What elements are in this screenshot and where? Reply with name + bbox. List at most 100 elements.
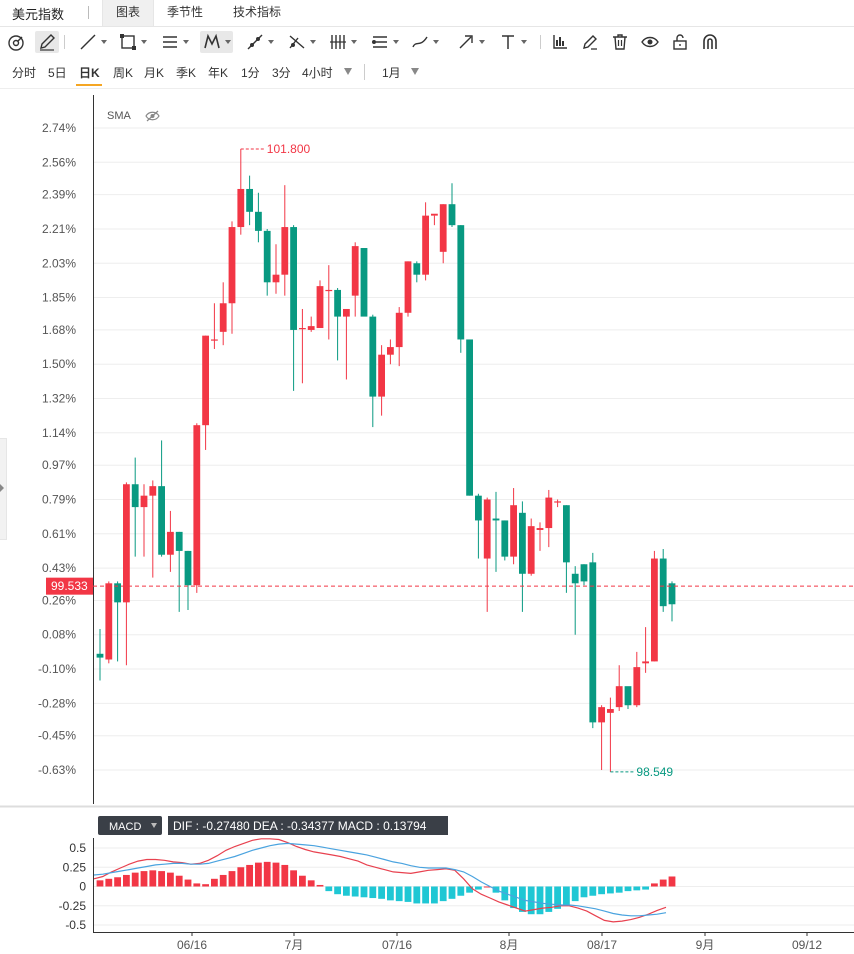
macd-bar [299, 875, 306, 887]
y-tick-label: 1.50% [42, 357, 76, 371]
tab-technical-indicators[interactable]: 技术指标 [232, 5, 281, 19]
ray-icon[interactable] [245, 31, 274, 53]
period-yearly[interactable]: 年K [208, 66, 229, 80]
macd-bar [536, 886, 544, 915]
candle [431, 213, 438, 226]
arrow-icon[interactable] [456, 31, 485, 53]
candle [228, 221, 236, 334]
candle-body [272, 274, 280, 283]
macd-bar [219, 874, 227, 887]
y-tick-label: 1.32% [42, 392, 76, 406]
candle-body [545, 497, 553, 529]
fork-icon[interactable] [287, 31, 316, 53]
edit-icon[interactable] [580, 31, 600, 53]
candle [140, 484, 148, 557]
price-chart[interactable]: 2.74% 2.56% 2.39% 2.21% 2.03% 1.85% 1.68% 1.50%… [0, 89, 854, 954]
period-more-caret-icon[interactable] [344, 68, 352, 75]
macd-bar [598, 886, 605, 895]
candle-body [211, 339, 218, 341]
low-marker: 98.549 [610, 765, 673, 779]
candle-body [351, 246, 359, 296]
period-weekly[interactable]: 周K [113, 66, 134, 80]
macd-bar [475, 886, 482, 890]
period-daily[interactable]: 日K [79, 66, 100, 80]
candle [475, 493, 482, 559]
rectangle-icon[interactable] [118, 31, 147, 53]
fib-icon[interactable] [370, 31, 399, 53]
pattern-icon[interactable] [200, 31, 233, 53]
macd-badge[interactable] [98, 816, 162, 835]
candle [325, 265, 333, 340]
period-4hour[interactable]: 4小时 [302, 66, 333, 80]
candle [571, 566, 579, 635]
range-caret-icon[interactable] [411, 68, 419, 75]
candle-body [659, 558, 667, 607]
y-tick-label: 2.21% [42, 222, 76, 236]
candle [633, 651, 641, 708]
candle-body [378, 354, 385, 397]
period-monthly[interactable]: 月K [144, 66, 165, 80]
period-quarterly[interactable]: 季K [176, 66, 197, 80]
macd-bar [369, 886, 377, 899]
tab-chart[interactable]: 图表 [102, 0, 154, 26]
high-value-label: 101.800 [267, 142, 311, 156]
expand-arrow-icon[interactable] [0, 484, 4, 492]
candle [246, 175, 253, 226]
x-tick-label: 8月 [500, 938, 519, 952]
candle-body [431, 213, 438, 216]
tab-seasonality[interactable]: 季节性 [166, 5, 203, 19]
macd-y-tick-label: 0.25 [63, 860, 87, 874]
bar-chart-icon[interactable] [550, 31, 570, 53]
y-tick-label: 0.43% [42, 561, 76, 575]
x-axis-ticks: 06/16 7月 07/16 8月 08/17 9月 09/12 [177, 932, 822, 952]
bars-icon[interactable] [328, 31, 357, 53]
candle [659, 549, 667, 612]
candle-body [114, 583, 121, 603]
pencil-icon[interactable] [35, 31, 59, 53]
lock-icon[interactable] [670, 31, 690, 53]
parallel-lines-icon[interactable] [160, 31, 189, 53]
macd-bar [642, 886, 649, 890]
candle-body [563, 505, 570, 563]
brush-icon[interactable] [410, 31, 439, 53]
macd-bar [651, 883, 658, 887]
candle-body [598, 707, 605, 723]
magnet-icon[interactable] [700, 31, 720, 53]
eye-icon[interactable] [640, 31, 660, 53]
macd-dea-line [93, 842, 667, 917]
candle-body [466, 339, 473, 496]
candle [413, 261, 421, 283]
y-tick-label: 2.56% [42, 155, 76, 169]
candle-body [255, 211, 262, 231]
candle-body [149, 486, 157, 496]
candle-body [281, 227, 289, 275]
candle-body [131, 484, 139, 508]
candle [501, 520, 509, 561]
macd-bar [387, 886, 394, 901]
macd-bar [659, 879, 667, 887]
macd-bar [228, 871, 236, 887]
visibility-toggle-icon[interactable] [145, 110, 160, 122]
trash-icon[interactable] [610, 31, 630, 53]
macd-bar [307, 880, 315, 887]
range-select[interactable]: 1月 [382, 66, 401, 80]
period-3min[interactable]: 3分 [272, 66, 291, 80]
macd-bar [105, 878, 113, 887]
candle [510, 488, 517, 565]
candle-body [369, 316, 377, 397]
candle-body [167, 531, 174, 555]
text-icon[interactable] [498, 31, 527, 53]
macd-bar [554, 886, 561, 909]
candle [175, 531, 183, 612]
candle [219, 282, 227, 346]
candle [378, 345, 385, 416]
period-timeshare[interactable]: 分时 [12, 66, 37, 80]
trend-line-icon[interactable] [78, 31, 107, 53]
period-5day[interactable]: 5日 [48, 66, 67, 80]
circle-settings-icon[interactable] [6, 31, 26, 53]
candle-body [501, 520, 509, 557]
candle-body [413, 263, 421, 275]
macd-header: MACD DIF : -0.27480 DEA : -0.34377 MACD … [98, 816, 448, 835]
period-1min[interactable]: 1分 [241, 66, 260, 80]
candle-body [571, 573, 579, 584]
